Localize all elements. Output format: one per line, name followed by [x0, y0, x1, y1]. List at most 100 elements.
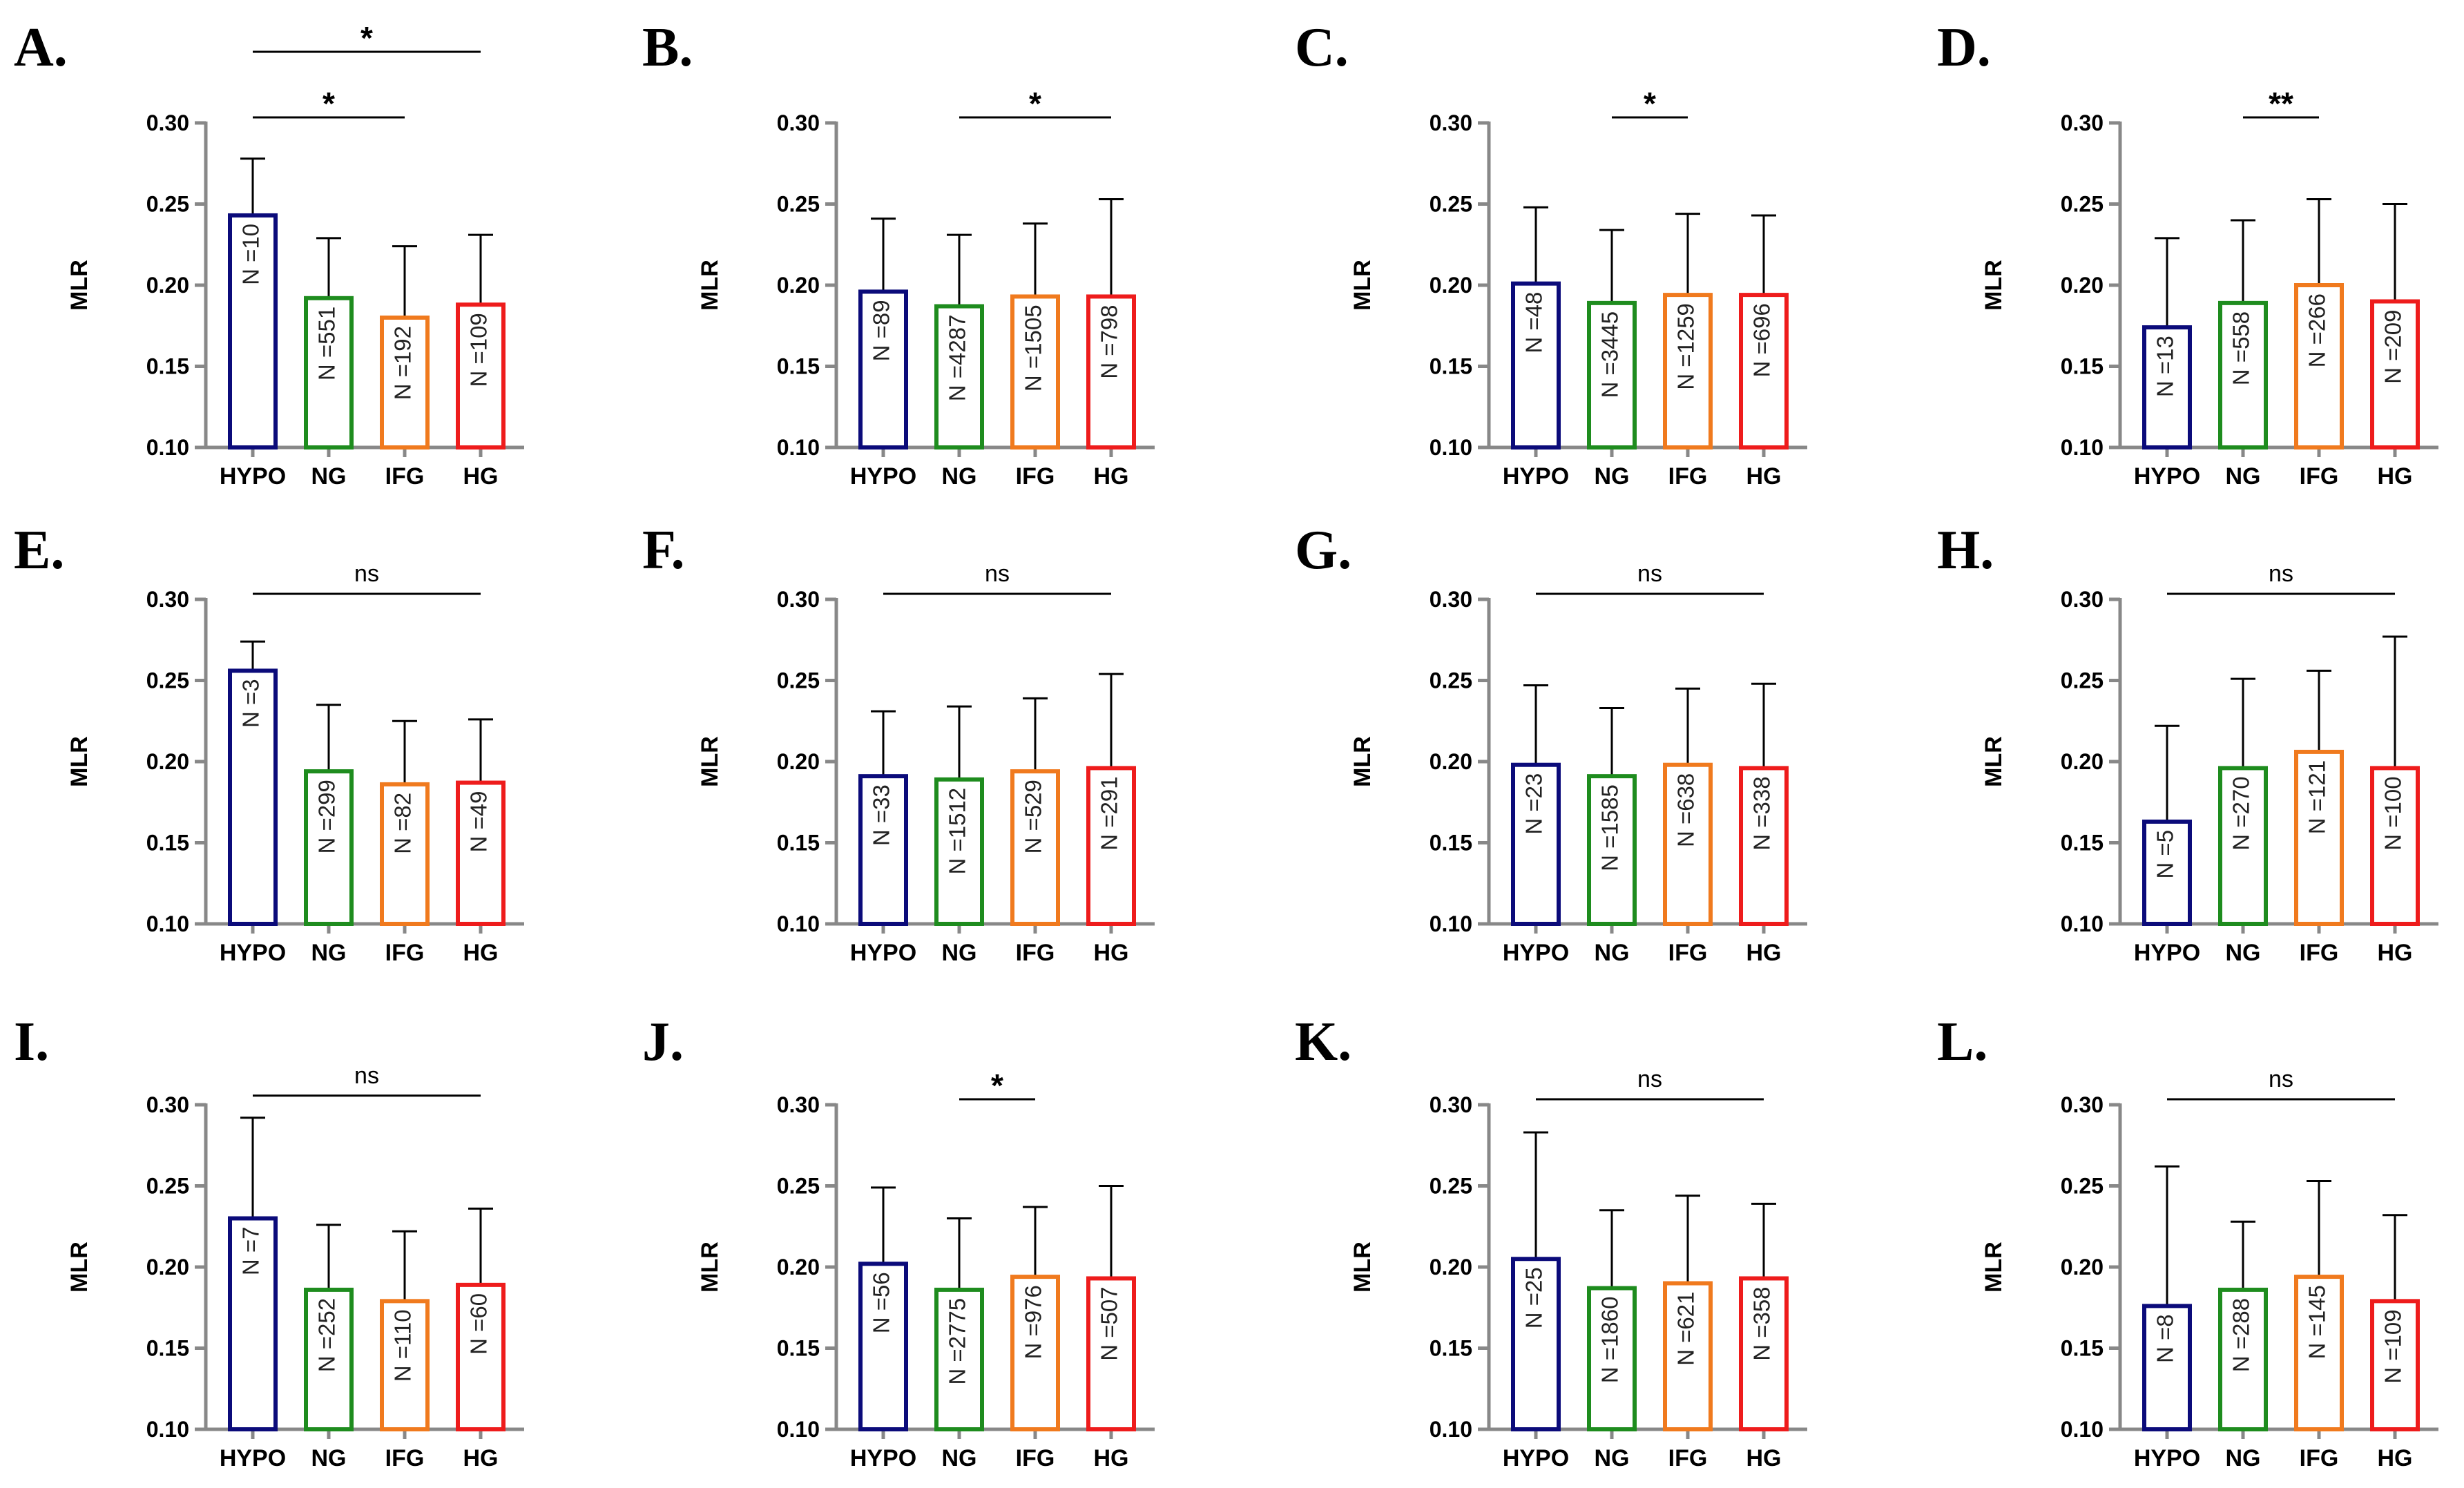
bar-hypo — [858, 774, 908, 927]
n-label: N =1585 — [1597, 784, 1623, 871]
panel-g: G. 0.10 0.15 0.20 0.25 0.30 MLR N =23 HYPO N =158… — [1295, 520, 1807, 966]
bar-hg — [1086, 1276, 1136, 1431]
bar-ifg — [1663, 293, 1713, 450]
y-tick-label: 0.10 — [777, 435, 820, 460]
panel-letter: L. — [1937, 1012, 1987, 1072]
y-tick-label: 0.30 — [777, 110, 820, 135]
x-tick-label: HYPO — [2134, 940, 2200, 966]
n-label: N =266 — [2304, 293, 2330, 367]
significance-label: * — [991, 1067, 1003, 1103]
n-label: N =110 — [390, 1309, 416, 1382]
x-tick-label: HG — [1746, 463, 1782, 490]
y-tick-label: 0.20 — [1430, 1255, 1472, 1279]
bar-ng — [2218, 1287, 2268, 1432]
bar-hypo — [2142, 819, 2192, 926]
x-tick-label: HYPO — [2134, 1445, 2200, 1471]
x-tick-label: NG — [1595, 940, 1630, 966]
n-label: N =56 — [869, 1272, 894, 1333]
bar-hypo — [858, 289, 908, 450]
n-label: N =507 — [1097, 1286, 1122, 1360]
y-tick-label: 0.25 — [1430, 668, 1472, 693]
x-tick-label: HG — [1094, 1445, 1129, 1471]
x-tick-label: NG — [311, 940, 347, 966]
significance-label: ns — [354, 1063, 379, 1089]
x-tick-label: NG — [1595, 463, 1630, 490]
y-tick-label: 0.25 — [1430, 192, 1472, 217]
n-label: N =145 — [2304, 1285, 2330, 1359]
bar-ifg — [1010, 294, 1060, 450]
x-tick-label: HYPO — [220, 940, 286, 966]
n-label: N =109 — [466, 313, 492, 387]
bar-hg — [2370, 766, 2420, 927]
n-label: N =3 — [238, 679, 264, 728]
y-tick-label: 0.10 — [1430, 911, 1472, 936]
n-label: N =1860 — [1597, 1297, 1623, 1384]
y-axis-label: MLR — [697, 1241, 723, 1293]
x-tick-label: HG — [463, 463, 499, 490]
bar-hypo — [1511, 281, 1561, 450]
x-tick-label: NG — [942, 463, 977, 490]
bar-hg — [1739, 1276, 1789, 1431]
x-tick-label: HG — [2378, 463, 2413, 490]
x-tick-label: NG — [311, 463, 347, 490]
n-label: N =299 — [314, 780, 340, 853]
x-tick-label: HYPO — [220, 1445, 286, 1471]
y-tick-label: 0.30 — [146, 587, 189, 612]
n-label: N =7 — [238, 1227, 264, 1276]
y-tick-label: 0.30 — [146, 1092, 189, 1117]
bar-ng — [304, 769, 354, 926]
x-tick-label: HYPO — [1503, 1445, 1569, 1471]
significance-label: ns — [1637, 1066, 1662, 1092]
y-axis-label: MLR — [66, 1241, 93, 1293]
n-label: N =8 — [2153, 1314, 2178, 1363]
panel-i: I. 0.10 0.15 0.20 0.25 0.30 MLR N =7 HYPO N =252 N… — [14, 1012, 524, 1471]
x-tick-label: IFG — [385, 1445, 425, 1471]
bar-hg — [1086, 766, 1136, 927]
y-tick-label: 0.25 — [2061, 668, 2104, 693]
bar-ng — [934, 1287, 984, 1432]
bar-ifg — [2294, 1275, 2344, 1431]
bar-ifg — [380, 1299, 430, 1431]
bar-hg — [456, 302, 506, 450]
n-label: N =558 — [2229, 311, 2254, 385]
bar-ifg — [1663, 1281, 1713, 1431]
panel-j: J. 0.10 0.15 0.20 0.25 0.30 MLR N =56 HYPO N =277… — [642, 1012, 1155, 1471]
n-label: N =60 — [466, 1293, 492, 1355]
bar-hg — [1086, 294, 1136, 450]
x-tick-label: HYPO — [2134, 463, 2200, 490]
y-tick-label: 0.20 — [2061, 749, 2104, 774]
x-tick-label: IFG — [2300, 1445, 2339, 1471]
n-label: N =48 — [1521, 292, 1547, 354]
bar-hg — [456, 1282, 506, 1431]
bar-ifg — [1663, 762, 1713, 926]
y-tick-label: 0.20 — [2061, 1255, 2104, 1279]
y-axis-label: MLR — [66, 736, 93, 787]
y-axis-label: MLR — [66, 260, 93, 311]
n-label: N =13 — [2153, 336, 2178, 397]
n-label: N =4287 — [945, 315, 970, 402]
n-label: N =3445 — [1597, 311, 1623, 398]
n-label: N =49 — [466, 791, 492, 853]
y-tick-label: 0.25 — [777, 1174, 820, 1199]
panel-letter: F. — [642, 520, 685, 581]
y-tick-label: 0.25 — [1430, 1174, 1472, 1199]
n-label: N =638 — [1673, 773, 1699, 847]
x-tick-label: HYPO — [850, 940, 916, 966]
bar-ng — [2218, 300, 2268, 450]
x-tick-label: NG — [942, 940, 977, 966]
n-label: N =798 — [1097, 305, 1122, 378]
y-tick-label: 0.10 — [1430, 435, 1472, 460]
x-tick-label: NG — [2226, 1445, 2261, 1471]
y-tick-label: 0.20 — [146, 273, 189, 298]
x-tick-label: IFG — [1016, 940, 1055, 966]
x-tick-label: NG — [311, 1445, 347, 1471]
y-axis-label: MLR — [1349, 1241, 1376, 1293]
n-label: N =23 — [1521, 773, 1547, 835]
panel-c: C. 0.10 0.15 0.20 0.25 0.30 MLR N =48 HYPO N =344… — [1295, 17, 1807, 490]
bar-hypo — [2142, 1304, 2192, 1432]
bar-hypo — [2142, 325, 2192, 450]
y-tick-label: 0.30 — [777, 1092, 820, 1117]
bar-hypo — [858, 1262, 908, 1432]
bar-hg — [2370, 1299, 2420, 1431]
